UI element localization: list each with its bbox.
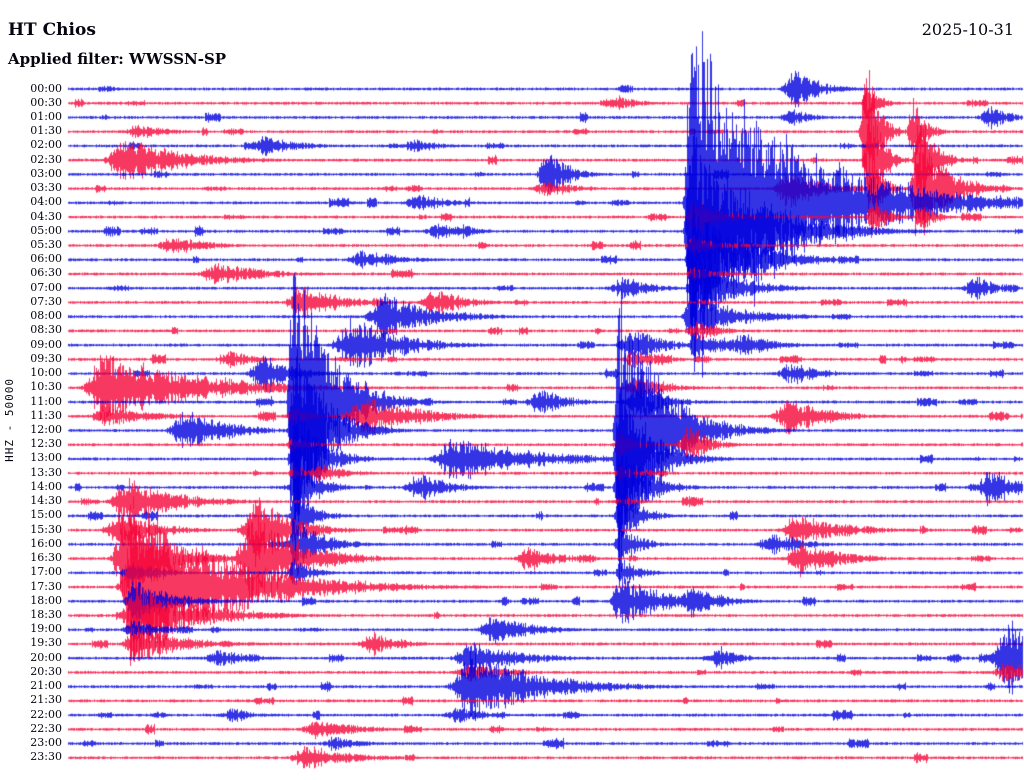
time-label: 02:30 [30, 152, 62, 166]
date-label: 2025-10-31 [921, 20, 1014, 39]
time-label: 13:30 [30, 465, 62, 479]
time-label: 20:30 [30, 664, 62, 678]
time-label: 04:00 [30, 195, 62, 209]
time-label: 08:30 [30, 323, 62, 337]
time-label: 00:30 [30, 95, 62, 109]
time-label: 04:30 [30, 209, 62, 223]
time-label: 06:00 [30, 252, 62, 266]
time-label: 18:00 [30, 593, 62, 607]
time-label: 05:30 [30, 238, 62, 252]
time-label: 22:30 [30, 721, 62, 735]
time-label: 12:30 [30, 437, 62, 451]
time-label: 10:30 [30, 380, 62, 394]
time-label: 08:00 [30, 309, 62, 323]
time-label: 23:00 [30, 736, 62, 750]
time-label: 02:00 [30, 138, 62, 152]
time-label: 17:00 [30, 565, 62, 579]
time-label: 15:30 [30, 522, 62, 536]
time-label: 17:30 [30, 579, 62, 593]
time-label: 10:00 [30, 366, 62, 380]
time-label: 22:00 [30, 707, 62, 721]
filter-label: Applied filter: WWSSN-SP [8, 50, 227, 68]
time-label: 11:30 [30, 408, 62, 422]
time-label: 12:00 [30, 423, 62, 437]
time-label: 06:30 [30, 266, 62, 280]
time-label: 09:30 [30, 351, 62, 365]
time-label: 00:00 [30, 81, 62, 95]
station-title: HT Chios [8, 20, 96, 40]
time-label: 14:00 [30, 479, 62, 493]
time-label: 20:00 [30, 650, 62, 664]
time-label: 07:30 [30, 294, 62, 308]
time-label: 23:30 [30, 750, 62, 764]
time-label: 19:30 [30, 636, 62, 650]
time-label: 09:00 [30, 337, 62, 351]
time-label: 21:30 [30, 693, 62, 707]
time-label: 07:00 [30, 280, 62, 294]
time-label: 01:00 [30, 109, 62, 123]
time-label: 03:30 [30, 181, 62, 195]
time-label: 01:30 [30, 124, 62, 138]
time-label: 21:00 [30, 679, 62, 693]
time-label: 18:30 [30, 608, 62, 621]
time-label: 13:00 [30, 451, 62, 465]
time-label: 19:00 [30, 622, 62, 636]
time-label: 14:30 [30, 494, 62, 508]
time-label: 16:30 [30, 551, 62, 565]
time-label: 16:00 [30, 536, 62, 550]
time-label: 11:00 [30, 394, 62, 408]
time-label: 15:00 [30, 508, 62, 522]
time-label: 05:00 [30, 223, 62, 237]
time-label: 03:00 [30, 166, 62, 180]
